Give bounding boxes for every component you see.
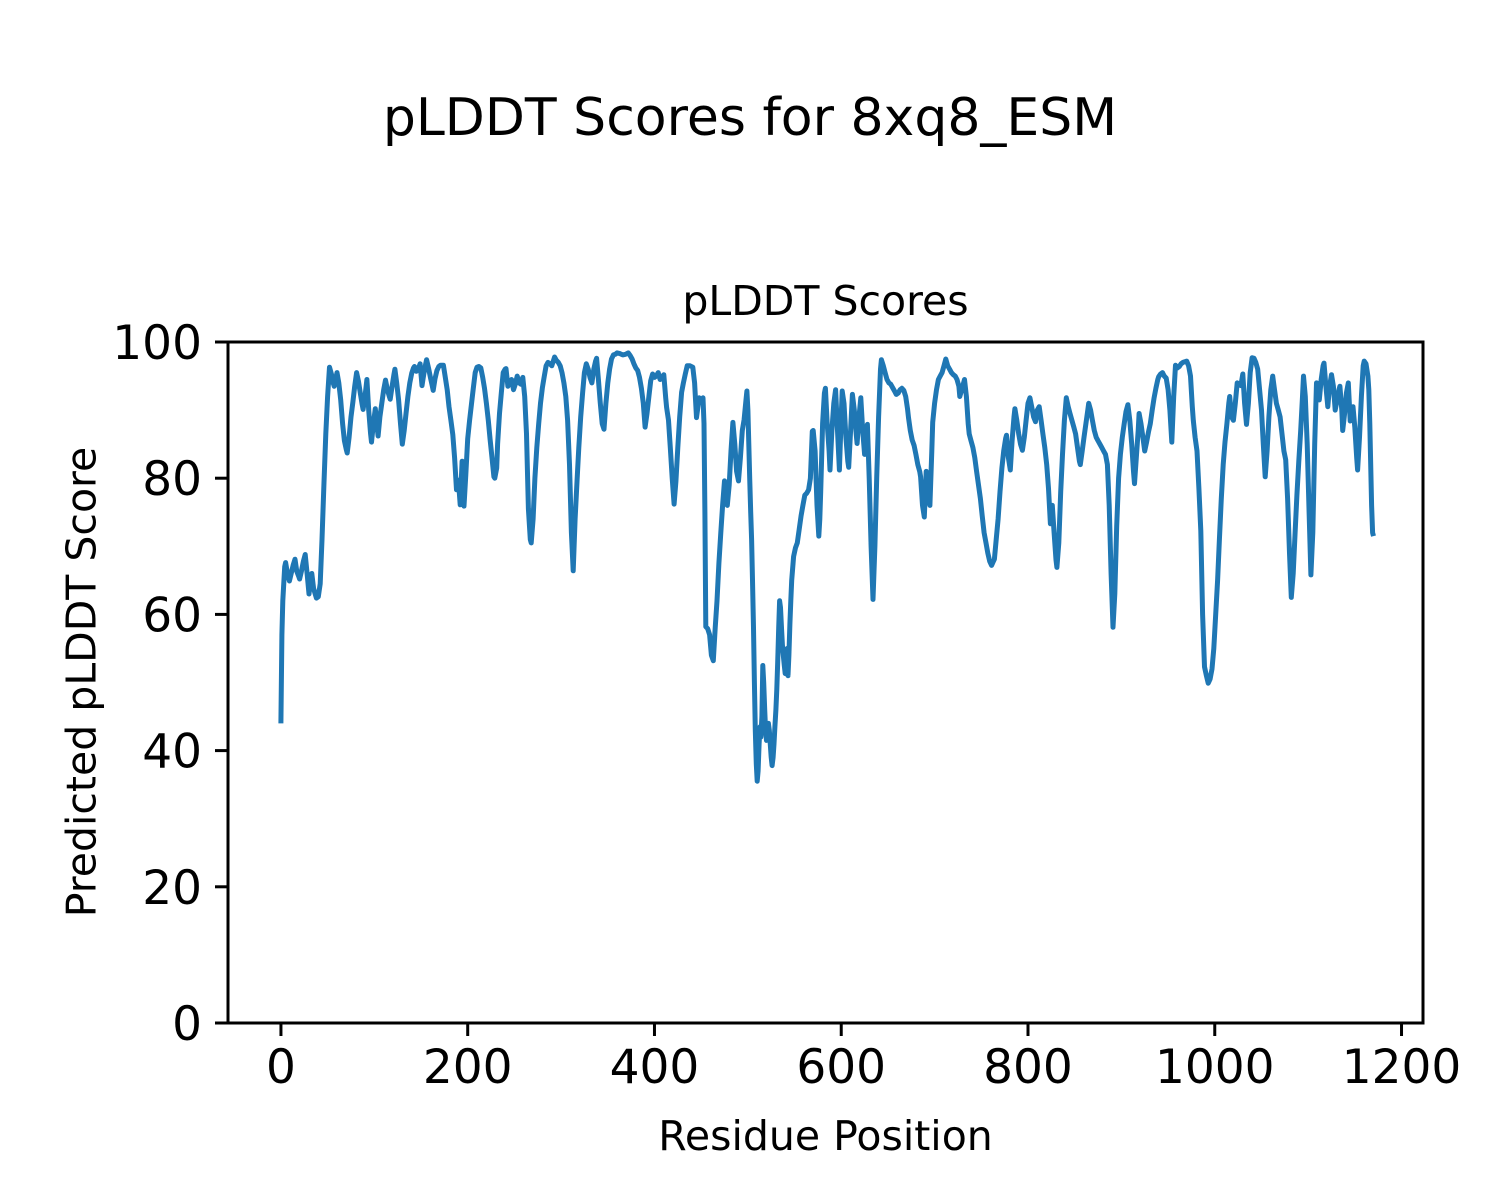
y-tick-label: 100 bbox=[112, 316, 202, 371]
x-tick-label: 400 bbox=[610, 1040, 700, 1095]
x-tick-label: 600 bbox=[796, 1040, 886, 1095]
x-tick-label: 0 bbox=[266, 1040, 296, 1095]
figure-title: pLDDT Scores for 8xq8_ESM bbox=[382, 88, 1118, 148]
y-tick-label: 40 bbox=[142, 725, 202, 780]
axes-box bbox=[226, 340, 1425, 1025]
x-tick-label: 1200 bbox=[1342, 1040, 1462, 1095]
x-tick-label: 1000 bbox=[1155, 1040, 1275, 1095]
plddt-line bbox=[278, 350, 1376, 784]
axes-title: pLDDT Scores bbox=[682, 277, 969, 325]
x-axis-label: Residue Position bbox=[658, 1112, 993, 1160]
x-tick-label: 800 bbox=[983, 1040, 1073, 1095]
y-tick-label: 0 bbox=[172, 997, 202, 1052]
y-tick-label: 60 bbox=[142, 588, 202, 643]
y-tick-label: 20 bbox=[142, 861, 202, 916]
x-tick-label: 200 bbox=[423, 1040, 513, 1095]
y-tick-label: 80 bbox=[142, 452, 202, 507]
